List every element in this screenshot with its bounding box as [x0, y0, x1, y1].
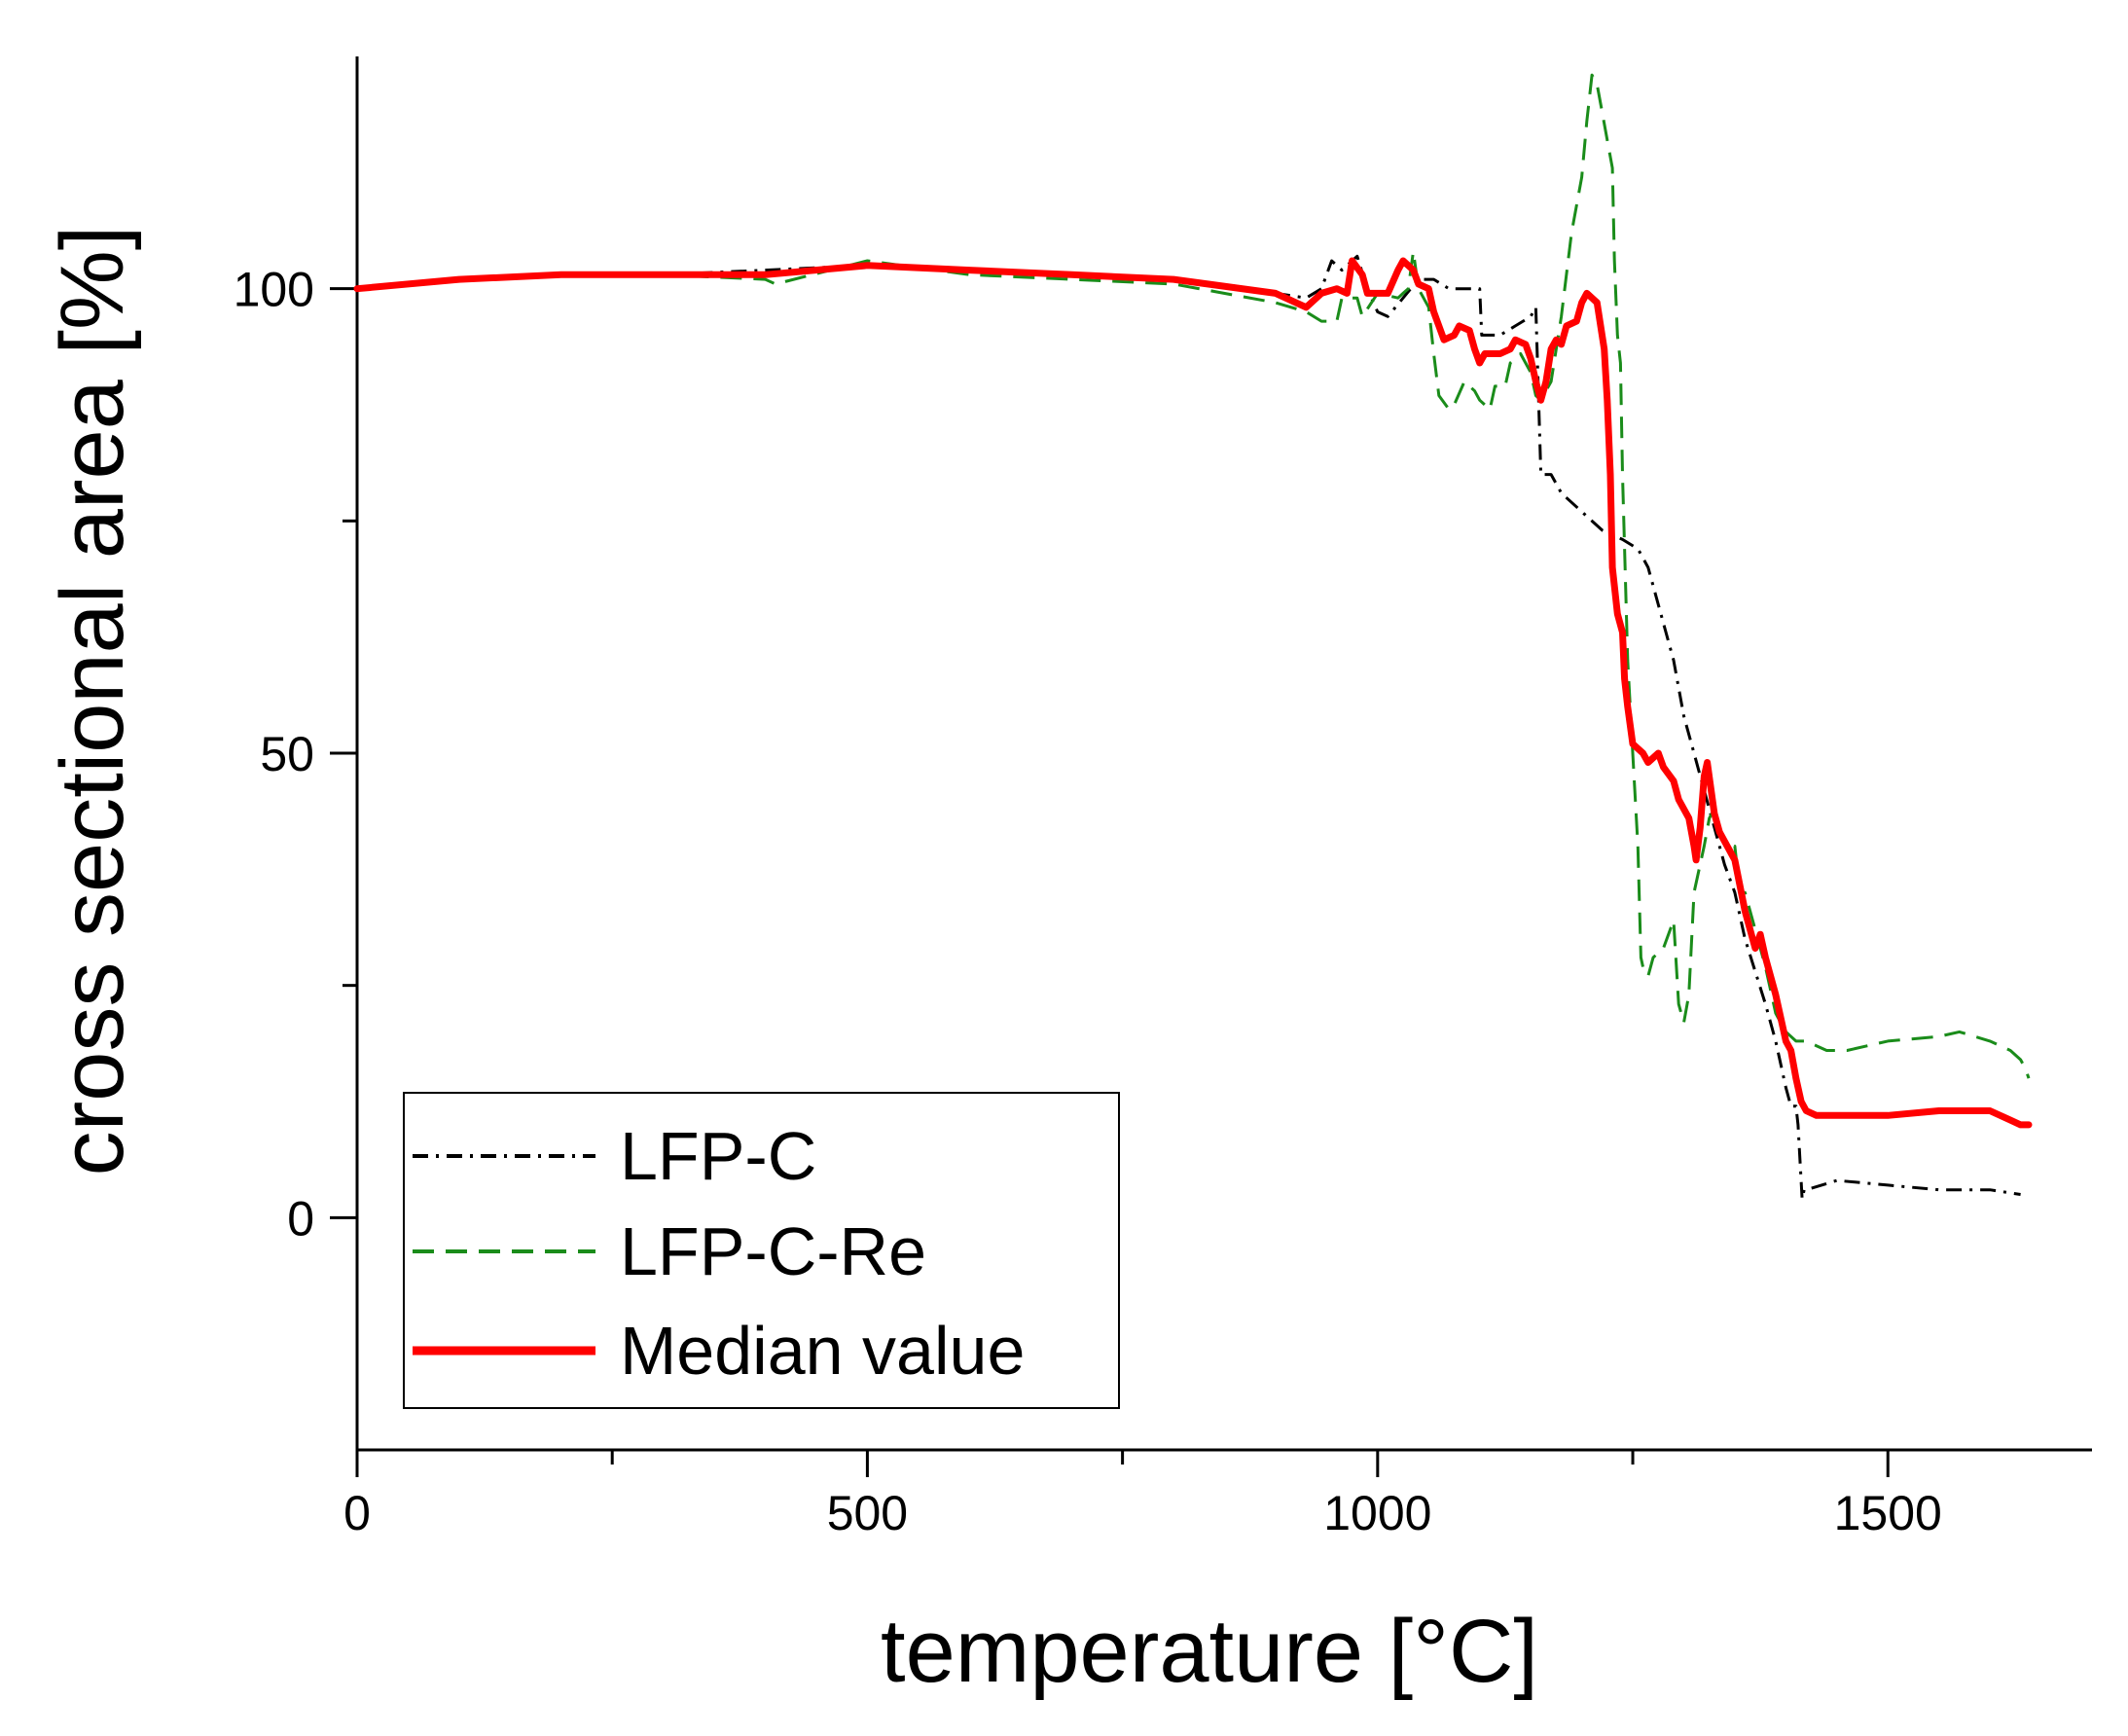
- legend-label-median-value: Median value: [620, 1313, 1025, 1389]
- legend-label-lfp-c: LFP-C: [620, 1118, 816, 1194]
- x-tick-label: 0: [343, 1486, 371, 1540]
- series-line-lfp-c-re: [356, 73, 2031, 1079]
- legend-label-lfp-c-re: LFP-C-Re: [620, 1213, 926, 1289]
- x-tick-label: 500: [827, 1486, 908, 1540]
- x-tick-label: 1500: [1834, 1486, 1942, 1540]
- plot-area: [353, 73, 2033, 1201]
- x-axis-title: temperature [°C]: [881, 1602, 1538, 1701]
- series-line-median-value: [353, 257, 2033, 1129]
- legend: LFP-C LFP-C-Re Median value: [403, 1092, 1120, 1409]
- x-tick-label: 1000: [1323, 1486, 1431, 1540]
- series-line-lfp-c: [356, 254, 2021, 1201]
- y-tick-label: 0: [287, 1191, 314, 1246]
- y-axis-title: cross sectional area [%]: [43, 226, 142, 1176]
- axes: 0 500 1000 1500 0 50 100: [234, 56, 2092, 1540]
- y-tick-label: 50: [260, 727, 314, 781]
- y-tick-label: 100: [234, 263, 314, 317]
